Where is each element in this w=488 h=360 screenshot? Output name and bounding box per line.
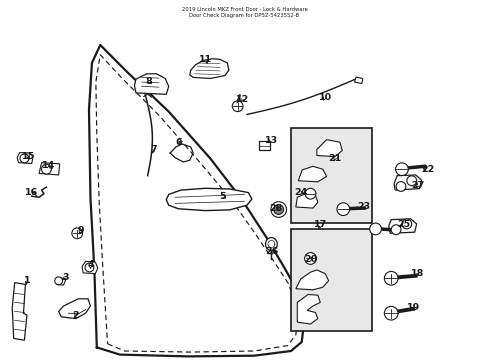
Text: 10: 10 bbox=[318, 93, 331, 102]
Polygon shape bbox=[265, 238, 277, 251]
Polygon shape bbox=[59, 299, 90, 319]
Text: 15: 15 bbox=[22, 152, 35, 161]
Text: 23: 23 bbox=[357, 202, 370, 211]
Circle shape bbox=[85, 263, 94, 272]
Polygon shape bbox=[393, 175, 421, 190]
Polygon shape bbox=[56, 278, 66, 285]
Text: 22: 22 bbox=[420, 165, 434, 174]
Circle shape bbox=[304, 253, 316, 264]
Bar bbox=[290, 229, 371, 331]
Text: 16: 16 bbox=[25, 188, 39, 197]
Circle shape bbox=[305, 188, 315, 199]
Text: 5: 5 bbox=[219, 192, 225, 201]
Polygon shape bbox=[316, 140, 342, 157]
Circle shape bbox=[406, 176, 416, 186]
Circle shape bbox=[401, 219, 411, 229]
Circle shape bbox=[336, 203, 349, 216]
Text: 1: 1 bbox=[23, 276, 30, 285]
Polygon shape bbox=[388, 219, 416, 233]
Text: 2019 Lincoln MKZ Front Door - Lock & Hardware
Door Check Diagram for DP5Z-542355: 2019 Lincoln MKZ Front Door - Lock & Har… bbox=[181, 7, 307, 18]
Text: 24: 24 bbox=[293, 188, 307, 197]
Circle shape bbox=[55, 277, 62, 285]
Text: 19: 19 bbox=[406, 303, 419, 312]
Circle shape bbox=[232, 101, 243, 112]
Circle shape bbox=[395, 163, 407, 176]
Circle shape bbox=[41, 164, 51, 174]
Circle shape bbox=[270, 202, 286, 217]
Polygon shape bbox=[295, 270, 328, 290]
Polygon shape bbox=[354, 77, 362, 84]
Text: 21: 21 bbox=[327, 154, 341, 163]
Text: 25: 25 bbox=[396, 220, 409, 230]
Polygon shape bbox=[166, 188, 251, 211]
Text: 11: 11 bbox=[198, 55, 212, 64]
Circle shape bbox=[273, 204, 283, 215]
Circle shape bbox=[369, 223, 381, 235]
Circle shape bbox=[72, 228, 82, 239]
Circle shape bbox=[20, 154, 29, 163]
Circle shape bbox=[395, 181, 405, 192]
Polygon shape bbox=[189, 59, 228, 78]
Text: 26: 26 bbox=[264, 247, 278, 256]
Text: 7: 7 bbox=[150, 145, 157, 154]
Polygon shape bbox=[295, 193, 317, 208]
Text: 28: 28 bbox=[269, 204, 283, 213]
Polygon shape bbox=[12, 283, 27, 340]
Bar bbox=[290, 128, 371, 223]
Text: 17: 17 bbox=[313, 220, 326, 230]
Text: 20: 20 bbox=[304, 255, 316, 264]
Circle shape bbox=[384, 271, 397, 285]
Circle shape bbox=[390, 225, 400, 235]
Text: 12: 12 bbox=[235, 94, 248, 104]
Text: 3: 3 bbox=[62, 273, 69, 282]
Text: 9: 9 bbox=[77, 226, 84, 235]
Text: 2: 2 bbox=[72, 310, 79, 320]
Polygon shape bbox=[39, 163, 60, 175]
Text: 13: 13 bbox=[264, 136, 277, 145]
Circle shape bbox=[384, 306, 397, 320]
Polygon shape bbox=[298, 166, 326, 182]
Text: 8: 8 bbox=[145, 77, 152, 85]
Polygon shape bbox=[134, 74, 168, 94]
Polygon shape bbox=[82, 261, 98, 274]
Polygon shape bbox=[297, 294, 320, 324]
Bar bbox=[259, 141, 269, 150]
Text: 14: 14 bbox=[42, 161, 56, 170]
Polygon shape bbox=[17, 153, 33, 163]
Text: 6: 6 bbox=[175, 138, 182, 147]
Text: 27: 27 bbox=[410, 181, 424, 190]
Text: 4: 4 bbox=[87, 260, 94, 269]
Text: 18: 18 bbox=[410, 269, 424, 278]
